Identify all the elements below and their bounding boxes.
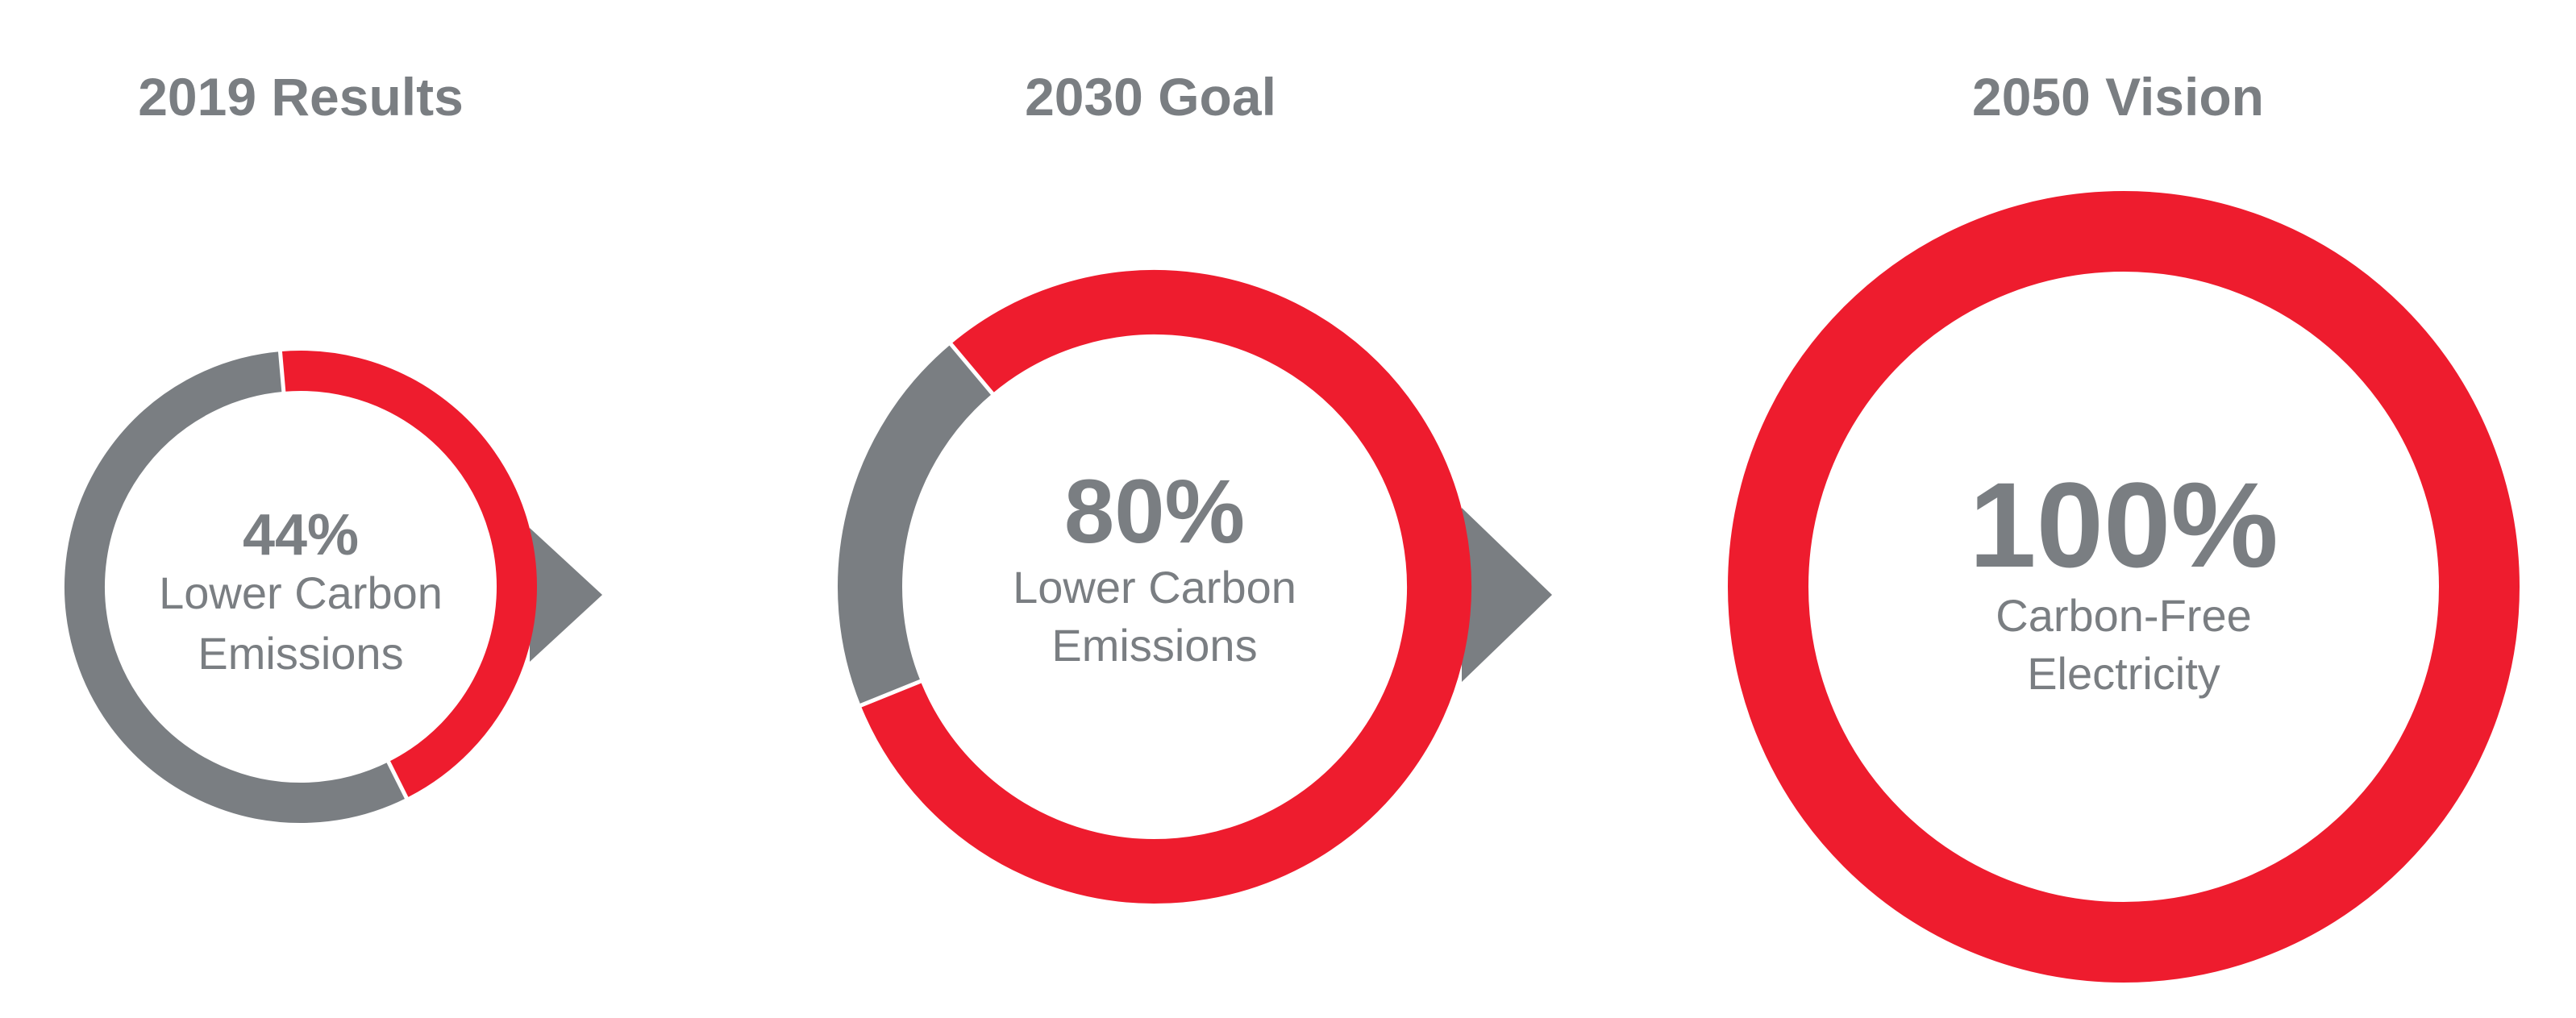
- label-2030-line1: Lower Carbon: [1013, 562, 1296, 613]
- heading-2050: 2050 Vision: [1972, 67, 2264, 127]
- slice-0: [1728, 191, 2520, 983]
- heading-2030: 2030 Goal: [1025, 67, 1276, 127]
- donut-2050: [1728, 191, 2520, 983]
- slice-separator-1: [858, 679, 923, 708]
- heading-2019: 2019 Results: [138, 67, 464, 127]
- slice-separator-0: [277, 349, 286, 394]
- slice-0: [860, 270, 1471, 904]
- label-2030-line2: Emissions: [1051, 620, 1257, 671]
- slice-1: [838, 343, 993, 706]
- label-2050-line2: Electricity: [2027, 648, 2220, 699]
- label-2019-line2: Emissions: [198, 628, 403, 679]
- arrow-1-icon: [530, 528, 602, 662]
- value-2030: 80%: [1064, 461, 1245, 562]
- donut-2030: [838, 270, 1471, 904]
- value-2050: 100%: [1969, 457, 2278, 592]
- arrow-2-icon: [1462, 508, 1552, 682]
- slice-separator-0: [948, 341, 996, 397]
- label-2019-line1: Lower Carbon: [159, 567, 443, 618]
- slice-0: [280, 351, 537, 798]
- value-2019: 44%: [243, 503, 359, 567]
- label-2050-line1: Carbon-Free: [1995, 590, 2251, 641]
- slice-1: [65, 351, 407, 823]
- slice-separator-1: [385, 759, 410, 800]
- donut-2019: [65, 349, 537, 823]
